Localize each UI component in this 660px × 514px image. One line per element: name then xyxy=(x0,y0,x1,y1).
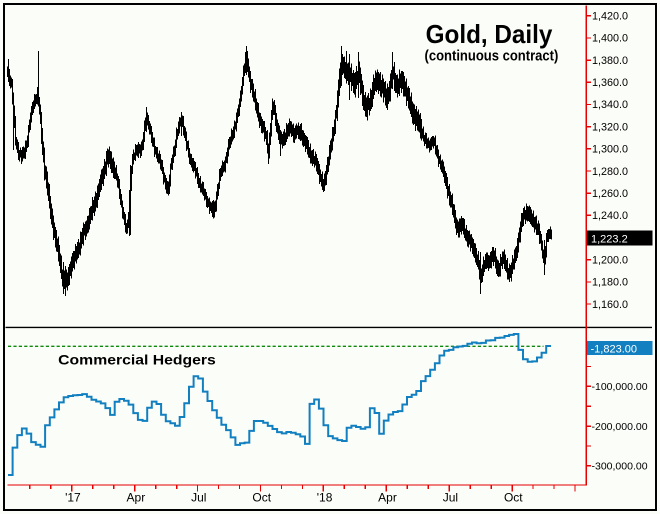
svg-text:1,400.0: 1,400.0 xyxy=(592,33,628,45)
svg-text:(continuous contract): (continuous contract) xyxy=(425,49,559,65)
svg-text:-300,000.00: -300,000.00 xyxy=(592,461,648,473)
svg-text:-100,000.00: -100,000.00 xyxy=(592,381,648,393)
svg-text:'17: '17 xyxy=(65,491,81,505)
svg-text:1,260.0: 1,260.0 xyxy=(592,188,628,200)
svg-text:1,340.0: 1,340.0 xyxy=(592,99,628,111)
svg-text:1,160.0: 1,160.0 xyxy=(592,299,628,311)
svg-text:Gold, Daily: Gold, Daily xyxy=(426,19,553,49)
svg-text:1,180.0: 1,180.0 xyxy=(592,277,628,289)
svg-text:Jul: Jul xyxy=(443,491,458,505)
svg-text:1,360.0: 1,360.0 xyxy=(592,77,628,89)
svg-text:'18: '18 xyxy=(317,491,333,505)
svg-text:1,300.0: 1,300.0 xyxy=(592,144,628,156)
svg-text:Jul: Jul xyxy=(191,491,206,505)
svg-text:Oct: Oct xyxy=(252,491,271,505)
svg-text:Oct: Oct xyxy=(504,491,523,505)
svg-text:1,420.0: 1,420.0 xyxy=(592,11,628,23)
svg-text:1,320.0: 1,320.0 xyxy=(592,121,628,133)
svg-text:-1,823.00: -1,823.00 xyxy=(591,343,637,355)
svg-text:Apr: Apr xyxy=(378,491,397,505)
svg-text:1,200.0: 1,200.0 xyxy=(592,255,628,267)
svg-text:1,223.2: 1,223.2 xyxy=(591,233,628,245)
svg-text:Apr: Apr xyxy=(127,491,146,505)
svg-text:1,380.0: 1,380.0 xyxy=(592,55,628,67)
svg-text:1,280.0: 1,280.0 xyxy=(592,166,628,178)
svg-text:-200,000.00: -200,000.00 xyxy=(592,421,648,433)
svg-text:Commercial Hedgers: Commercial Hedgers xyxy=(58,352,216,368)
svg-text:1,240.0: 1,240.0 xyxy=(592,210,628,222)
